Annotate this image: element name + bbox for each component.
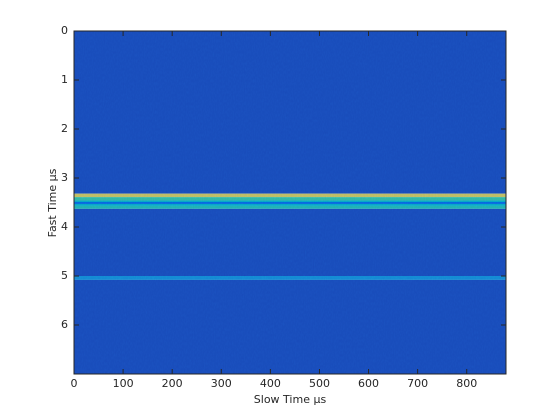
x-tick-label: 700: [407, 377, 428, 390]
x-axis-label: Slow Time μs: [254, 393, 327, 406]
x-tick-label: 300: [211, 377, 232, 390]
y-tick-label: 1: [61, 73, 68, 86]
axes-box: [73, 30, 507, 375]
x-tick-label: 800: [456, 377, 477, 390]
x-tick-label: 200: [162, 377, 183, 390]
y-tick-label: 5: [61, 269, 68, 282]
y-tick-label: 0: [61, 24, 68, 37]
x-tick-label: 500: [309, 377, 330, 390]
x-tick-label: 400: [260, 377, 281, 390]
noise-texture: [74, 31, 506, 374]
y-tick-label: 3: [61, 171, 68, 184]
y-tick-label: 6: [61, 318, 68, 331]
y-axis-label: Fast Time μs: [46, 168, 59, 237]
x-tick-label: 100: [113, 377, 134, 390]
y-tick-label: 2: [61, 122, 68, 135]
x-tick-label: 600: [358, 377, 379, 390]
y-tick-label: 4: [61, 220, 68, 233]
x-tick-label: 0: [71, 377, 78, 390]
plot-area: [74, 31, 506, 374]
